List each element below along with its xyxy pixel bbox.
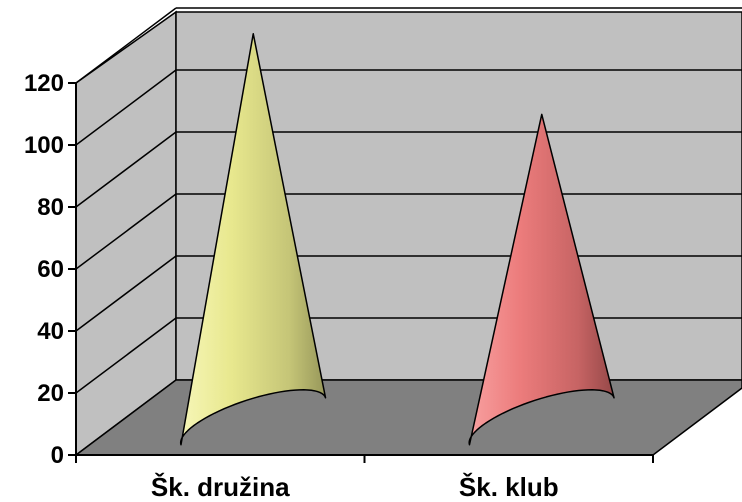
gridline-side-20	[75, 317, 177, 394]
gridline-side-80	[75, 131, 177, 208]
gridline-side-60	[75, 193, 177, 270]
category-labels: Šk. družina Šk. klub	[75, 455, 654, 502]
category-label: Šk. družina	[151, 472, 290, 502]
cone-1	[179, 33, 327, 446]
category-label: Šk. klub	[459, 472, 559, 502]
chart-floor	[73, 379, 742, 456]
cone-series	[179, 33, 615, 446]
y-tick-label: 120	[24, 70, 64, 97]
y-tick-label: 100	[24, 132, 64, 159]
y-tick-label: 60	[37, 256, 64, 283]
side-wall	[75, 10, 177, 457]
y-tick-label: 0	[51, 442, 64, 469]
y-tick-label: 40	[37, 318, 64, 345]
y-axis-ticks: 0 20 40 60 80 100 120	[24, 70, 76, 469]
cone-2	[468, 113, 615, 446]
gridline-side-40	[75, 255, 177, 332]
back-wall	[175, 11, 742, 381]
gridline-side-100	[75, 69, 177, 146]
gridline-side-120	[75, 7, 177, 84]
y-tick-label: 80	[37, 194, 64, 221]
y-tick-label: 20	[37, 380, 64, 407]
